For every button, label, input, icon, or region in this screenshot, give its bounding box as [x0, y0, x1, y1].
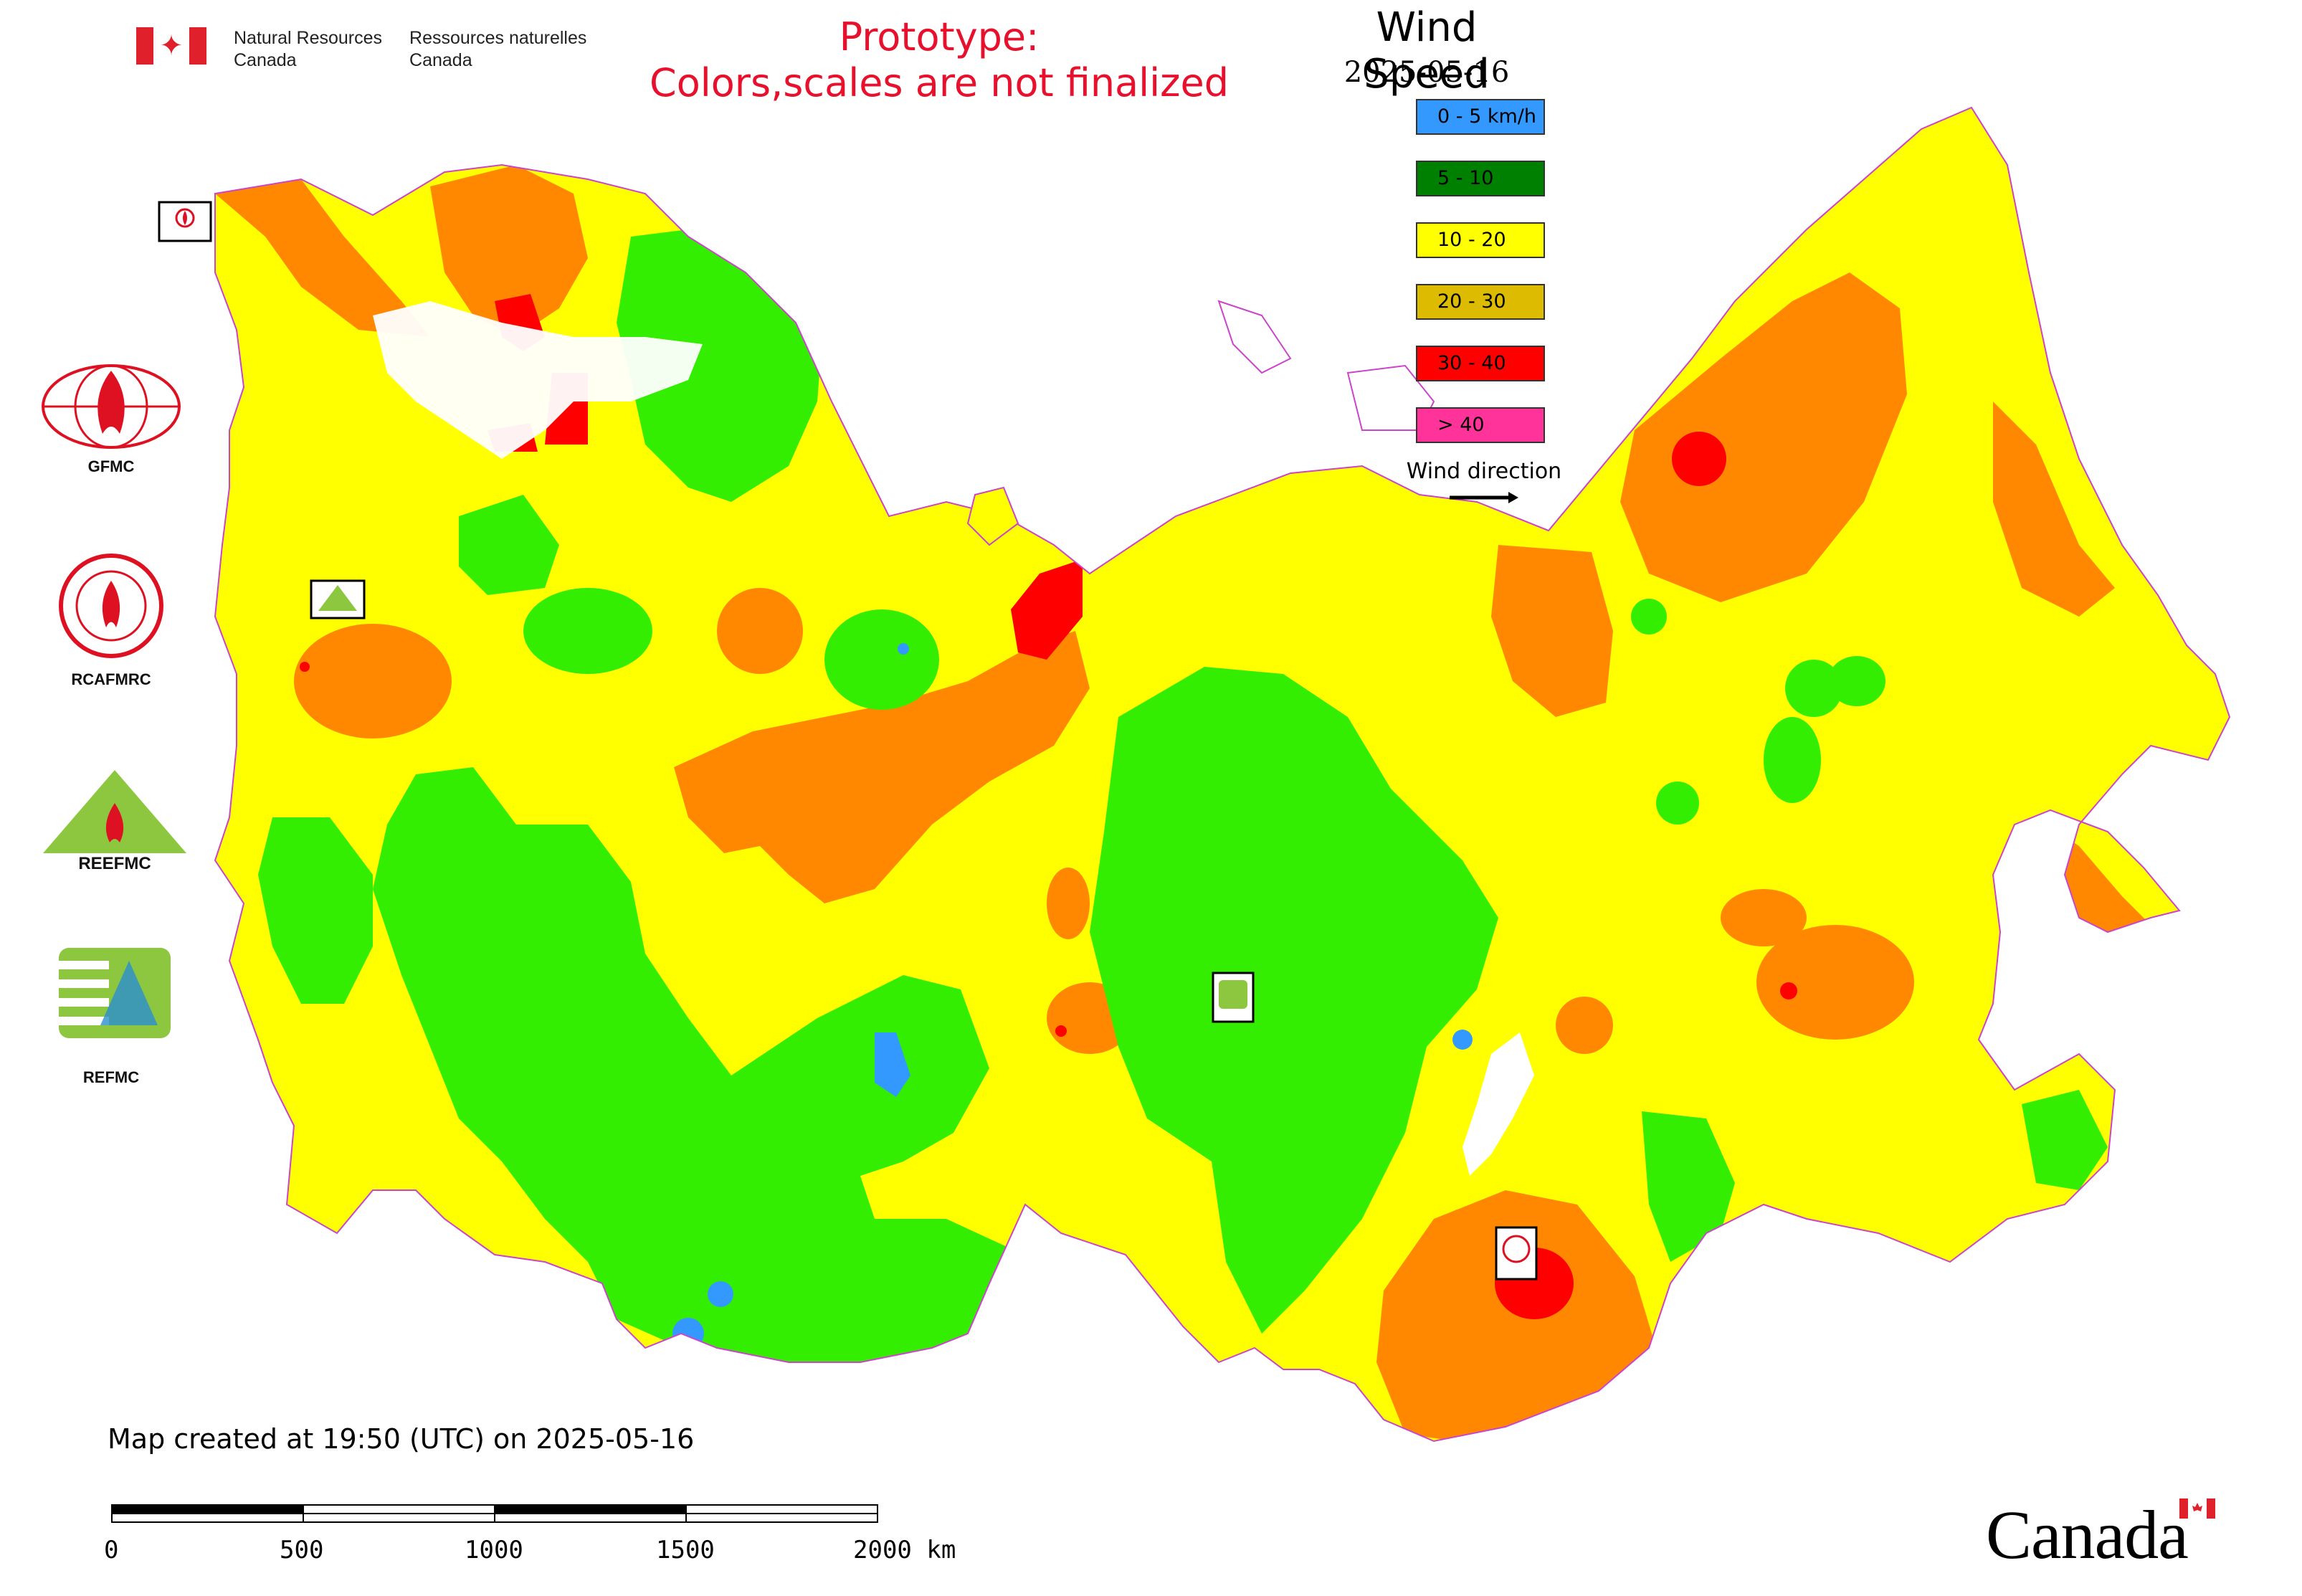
scale-label-500: 500	[280, 1536, 324, 1564]
scale-label-1500: 1500	[656, 1536, 715, 1564]
reefmc-triangle-icon: REEFMC	[43, 770, 186, 873]
wind-direction-label: Wind direction	[1406, 459, 1562, 484]
refmc-station-marker	[1212, 972, 1255, 1023]
legend-class-30-40: 30 - 40	[1416, 346, 1545, 381]
legend-class-gt-40: > 40	[1416, 407, 1545, 443]
scale-label-1000: 1000	[465, 1536, 523, 1564]
scale-label-0: 0	[104, 1536, 119, 1564]
refmc-sigma-icon	[59, 948, 171, 1038]
logo-label-gfmc: GFMC	[87, 457, 135, 475]
prototype-notice: Prototype: Colors,scales are not finaliz…	[650, 14, 1229, 105]
scale-label-2000: 2000 km	[853, 1536, 956, 1564]
logo-label-rcafmrc: RCAFMRC	[71, 670, 151, 688]
scale-bar	[111, 1504, 878, 1523]
legend-title: Wind Speed	[1364, 4, 1490, 98]
logo-label-refmc: REFMC	[82, 1068, 140, 1086]
nrcan-name-fr: Ressources naturelles Canada	[409, 28, 587, 70]
gfmc-flame-globe-icon	[42, 364, 181, 449]
gfmc-small-marker	[158, 201, 212, 242]
rcafmrc-seal-icon	[59, 554, 163, 658]
canada-wordmark: Canada	[1986, 1496, 2189, 1573]
svg-text:REEFMC: REEFMC	[78, 854, 151, 873]
legend-class-10-20: 10 - 20	[1416, 222, 1545, 258]
legend-date: 2025-05-16	[1343, 56, 1510, 89]
legend-class-20-30: 20 - 30	[1416, 284, 1545, 320]
reefmc-station-marker	[310, 579, 366, 619]
rcafmrc-station-marker	[1495, 1226, 1538, 1281]
map-created-note: Map created at 19:50 (UTC) on 2025-05-16	[108, 1423, 695, 1455]
nrcan-header: ✦ Natural Resources Canada Ressources na…	[136, 27, 586, 72]
canada-wordmark-flag-icon	[2179, 1498, 2215, 1519]
canada-flag-icon: ✦	[136, 27, 206, 65]
nrcan-name-en: Natural Resources Canada	[234, 28, 383, 70]
legend-class-5-10: 5 - 10	[1416, 161, 1545, 196]
wind-direction-arrow-icon	[1450, 492, 1518, 503]
legend-class-0-5: 0 - 5 km/h	[1416, 99, 1545, 135]
